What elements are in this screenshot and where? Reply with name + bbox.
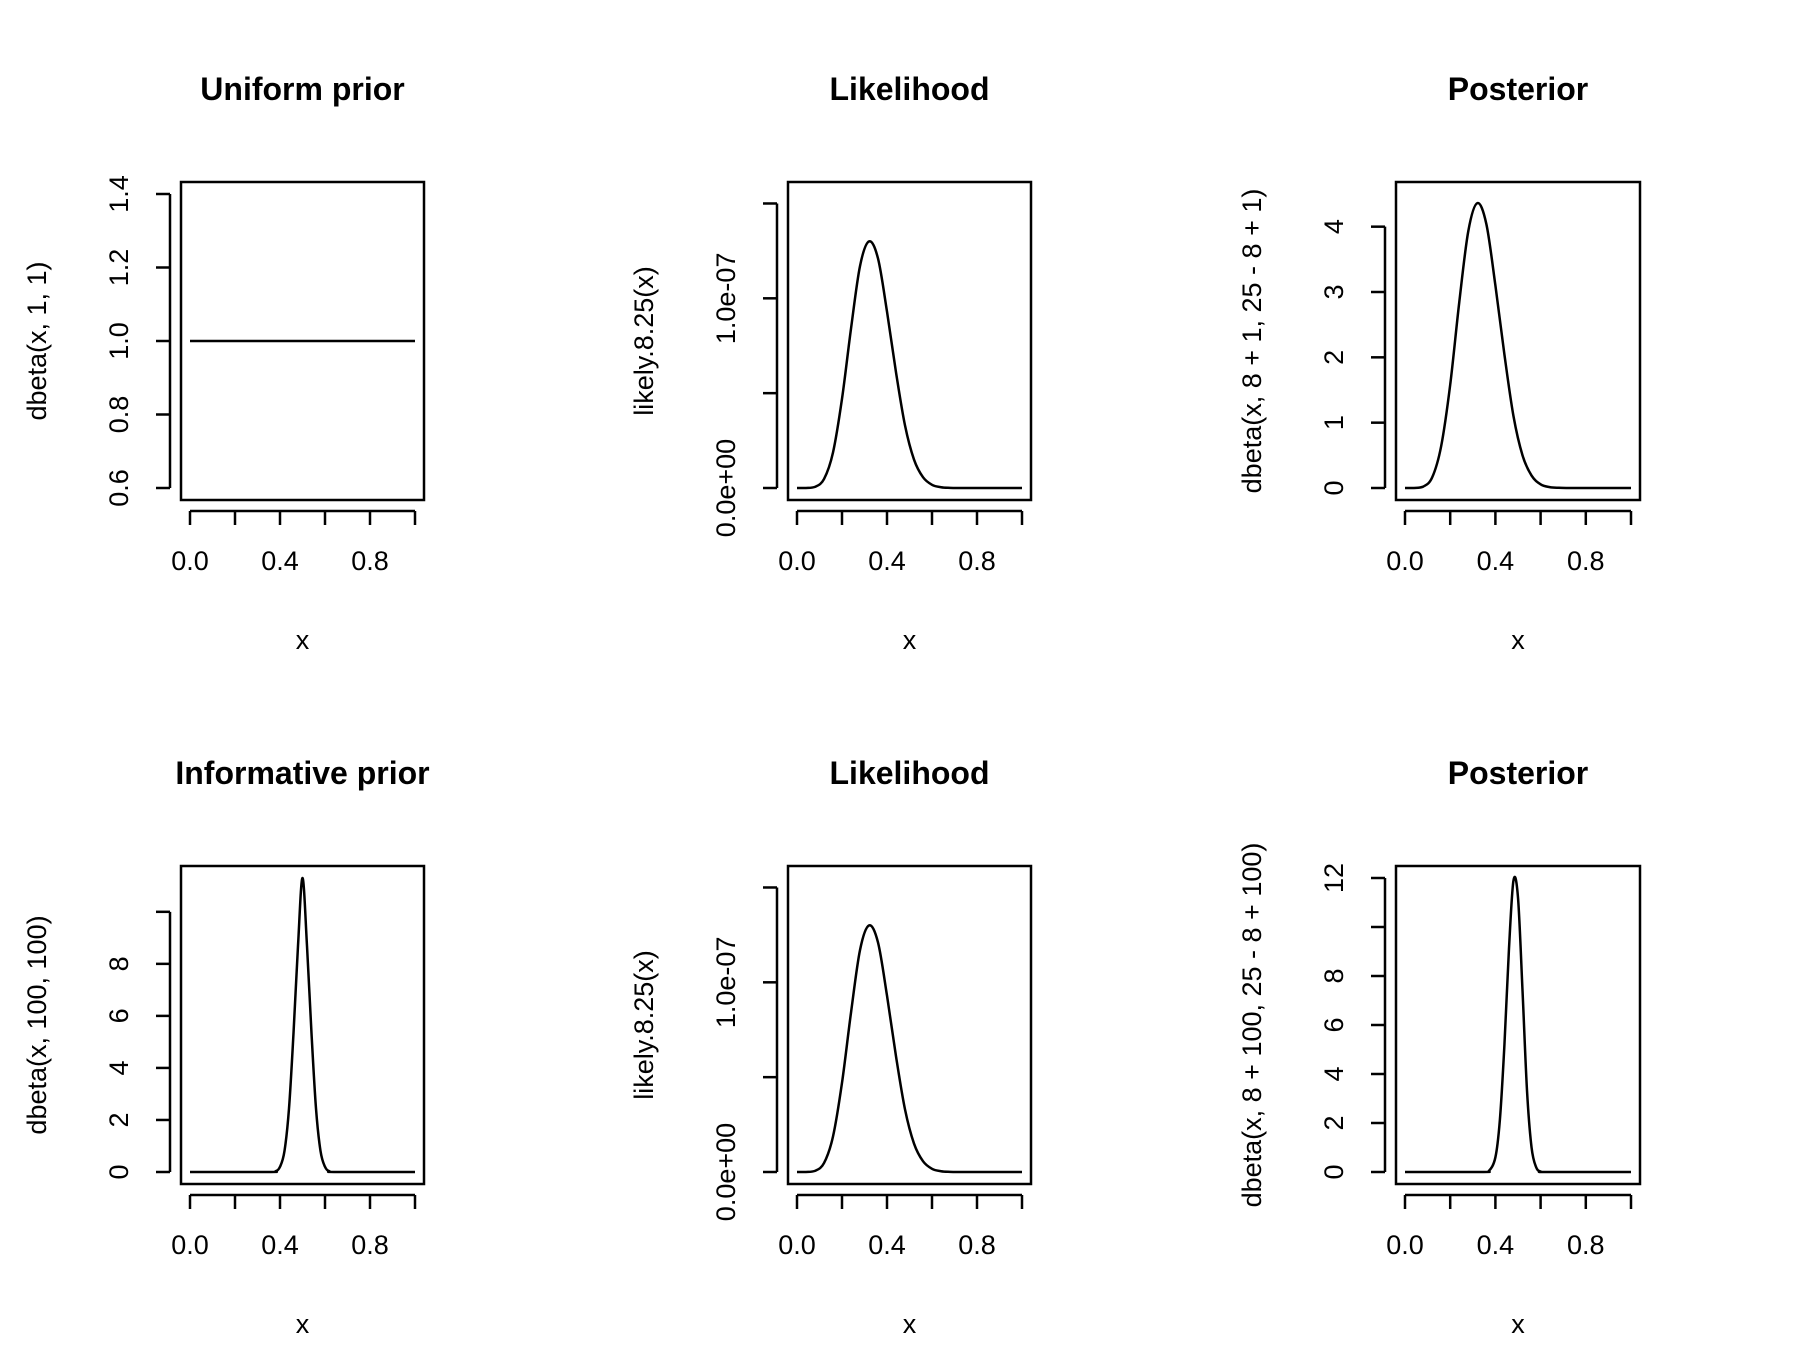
chart-6-y-axis-label: dbeta(x, 8 + 100, 25 - 8 + 100) — [1237, 843, 1267, 1208]
chart-5-title: Likelihood — [830, 755, 990, 791]
chart-4-y-tick-label: 2 — [104, 1112, 134, 1127]
chart-3-x-tick-label: 0.8 — [1567, 546, 1605, 576]
chart-3-plot-frame — [1394, 180, 1642, 502]
chart-6-series-line — [1404, 875, 1631, 1174]
chart-1-y-tick-label: 0.8 — [104, 396, 134, 434]
chart-1-x-tick-label: 0.8 — [351, 546, 389, 576]
chart-1-title: Uniform prior — [200, 71, 404, 107]
chart-5-x-tick-label: 0.4 — [868, 1230, 906, 1260]
chart-3-y-tick-label: 2 — [1319, 350, 1349, 365]
chart-2-y-tick-label: 0.0e+00 — [711, 439, 741, 537]
chart-5-plot-frame — [786, 864, 1033, 1186]
chart-5-x-tick-label: 0.0 — [778, 1230, 816, 1260]
chart-4-x-tick-label: 0.4 — [261, 1230, 299, 1260]
chart-1-y-tick-label: 1.2 — [104, 249, 134, 287]
chart-5-series-line — [796, 924, 1022, 1174]
chart-1-x-axis-label: x — [296, 625, 310, 655]
chart-2-series-line — [796, 240, 1022, 490]
chart-2-y-axis-label: likely.8.25(x) — [629, 266, 659, 416]
chart-4-y-tick-label: 0 — [104, 1164, 134, 1179]
chart-3-y-axis-label: dbeta(x, 8 + 1, 25 - 8 + 1) — [1237, 189, 1267, 494]
chart-1-plot-frame — [179, 180, 426, 502]
chart-1-y-tick-label: 0.6 — [104, 469, 134, 507]
chart-6-y-tick-label: 2 — [1319, 1115, 1349, 1130]
chart-2-x-tick-label: 0.8 — [958, 546, 996, 576]
chart-4-y-axis-label: dbeta(x, 100, 100) — [22, 915, 52, 1134]
chart-4-y-tick-label: 6 — [104, 1008, 134, 1023]
chart-4-y-tick-label: 4 — [104, 1060, 134, 1075]
chart-2-plot-frame — [786, 180, 1033, 502]
chart-1-y-tick-label: 1.0 — [104, 322, 134, 360]
chart-2-x-tick-label: 0.4 — [868, 546, 906, 576]
chart-4-series-line — [189, 876, 415, 1174]
chart-1-y-tick-label: 1.4 — [104, 175, 134, 213]
chart-5-x-tick-label: 0.8 — [958, 1230, 996, 1260]
chart-6-y-tick-label: 12 — [1319, 863, 1349, 893]
chart-6-x-tick-label: 0.0 — [1386, 1230, 1424, 1260]
chart-3-y-tick-label: 1 — [1319, 415, 1349, 430]
chart-2-x-tick-label: 0.0 — [778, 546, 816, 576]
chart-6-x-tick-label: 0.8 — [1567, 1230, 1605, 1260]
chart-6-y-tick-label: 8 — [1319, 968, 1349, 983]
chart-4-plot-frame — [179, 864, 426, 1186]
chart-3-y-tick-label: 3 — [1319, 284, 1349, 299]
chart-4-y-tick-label: 8 — [104, 956, 134, 971]
chart-1-y-axis-label: dbeta(x, 1, 1) — [22, 261, 52, 420]
chart-6-y-tick-label: 4 — [1319, 1066, 1349, 1081]
chart-3-series-line — [1404, 201, 1631, 490]
chart-4-title: Informative prior — [175, 755, 429, 791]
chart-4-x-axis-label: x — [296, 1309, 310, 1339]
chart-2-title: Likelihood — [830, 71, 990, 107]
chart-2-y-tick-label: 1.0e-07 — [711, 253, 741, 345]
chart-3-y-tick-label: 0 — [1319, 480, 1349, 495]
chart-2-x-axis-label: x — [903, 625, 917, 655]
chart-6-x-tick-label: 0.4 — [1477, 1230, 1515, 1260]
chart-5-y-tick-label: 1.0e-07 — [711, 937, 741, 1029]
chart-6-x-axis-label: x — [1511, 1309, 1525, 1339]
chart-6-y-tick-label: 6 — [1319, 1017, 1349, 1032]
chart-6-plot-frame — [1394, 864, 1642, 1186]
chart-3-title: Posterior — [1448, 71, 1588, 107]
chart-6-title: Posterior — [1448, 755, 1588, 791]
chart-5-y-tick-label: 0.0e+00 — [711, 1123, 741, 1221]
chart-3-x-tick-label: 0.4 — [1477, 546, 1515, 576]
chart-5-x-axis-label: x — [903, 1309, 917, 1339]
chart-1-x-tick-label: 0.0 — [171, 546, 209, 576]
chart-4-x-tick-label: 0.8 — [351, 1230, 389, 1260]
chart-3-x-axis-label: x — [1511, 625, 1525, 655]
chart-1-x-tick-label: 0.4 — [261, 546, 299, 576]
chart-4-x-tick-label: 0.0 — [171, 1230, 209, 1260]
chart-5-y-axis-label: likely.8.25(x) — [629, 950, 659, 1100]
chart-6-y-tick-label: 0 — [1319, 1164, 1349, 1179]
chart-3-x-tick-label: 0.0 — [1386, 546, 1424, 576]
chart-3-y-tick-label: 4 — [1319, 219, 1349, 234]
